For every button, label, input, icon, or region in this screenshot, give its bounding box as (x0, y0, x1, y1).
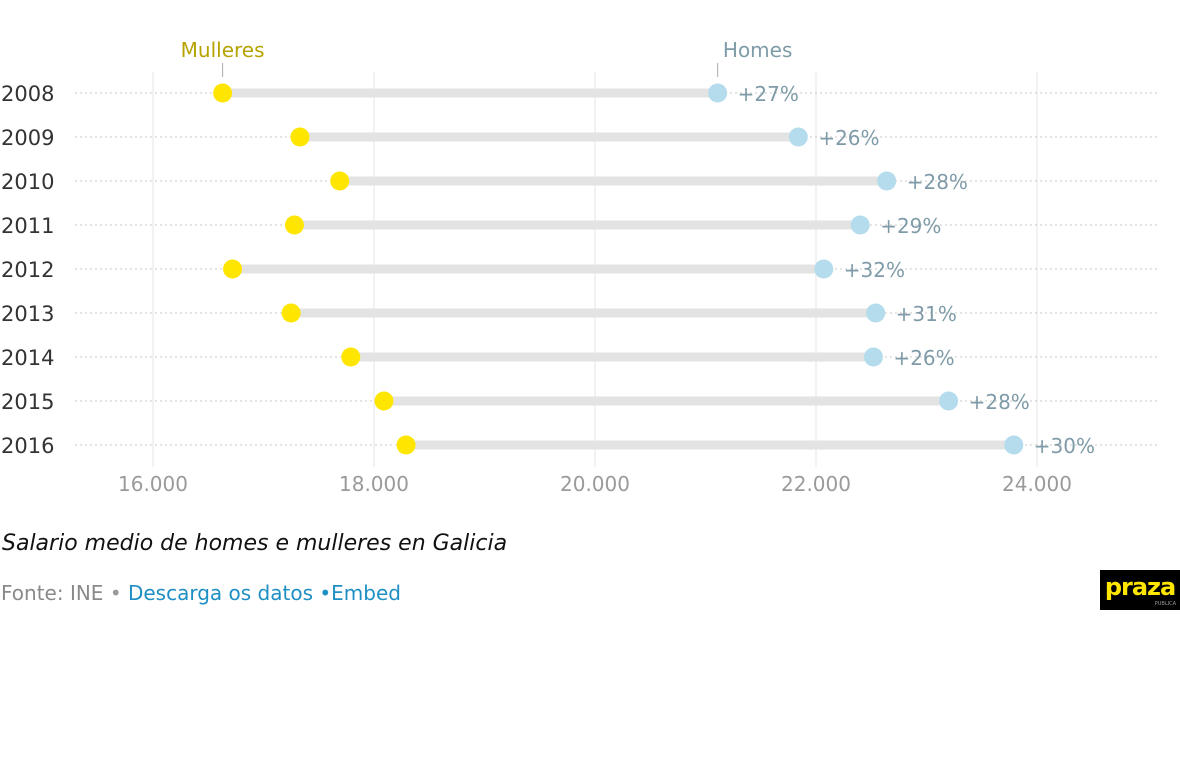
difference-label: +28% (907, 170, 968, 194)
difference-label: +26% (818, 126, 879, 150)
difference-label: +31% (896, 302, 957, 326)
mulleres-dot (284, 215, 304, 235)
year-label: 2016 (1, 434, 54, 458)
year-label: 2014 (1, 346, 54, 370)
homes-dot (863, 347, 883, 367)
mulleres-dot (281, 303, 301, 323)
x-tick-label: 20.000 (560, 472, 630, 496)
year-label: 2009 (1, 126, 54, 150)
homes-dot (939, 391, 959, 411)
homes-dot (708, 83, 728, 103)
chart-caption: Salario medio de homes e mulleres en Gal… (2, 531, 508, 556)
footer-bullet: • (109, 581, 122, 605)
mulleres-dot (330, 171, 350, 191)
x-tick-label: 18.000 (339, 472, 409, 496)
year-label: 2015 (1, 390, 54, 414)
source-text: Fonte: INE (1, 581, 104, 605)
year-label: 2012 (1, 258, 54, 282)
mulleres-dot (290, 127, 310, 147)
download-data-link[interactable]: Descarga os datos (127, 581, 313, 605)
logo-text: praza (1104, 573, 1176, 601)
embed-link[interactable]: •Embed (319, 581, 401, 605)
dumbbell-chart: 16.000 18.000 20.000 22.000 24.000 2008 +27% 20… (1, 38, 1160, 496)
mulleres-dot (223, 259, 243, 279)
chart-footer: Fonte: INE • Descarga os datos •Embed (1, 581, 401, 605)
difference-label: +28% (969, 390, 1030, 414)
praza-logo[interactable]: praza PUBLICA (1100, 570, 1180, 610)
homes-dot (814, 259, 834, 279)
legend-homes: Homes (723, 38, 792, 62)
homes-dot (866, 303, 886, 323)
homes-dot (850, 215, 870, 235)
difference-label: +30% (1034, 434, 1095, 458)
year-label: 2010 (1, 170, 54, 194)
difference-label: +26% (893, 346, 954, 370)
difference-label: +29% (880, 214, 941, 238)
homes-dot (877, 171, 897, 191)
difference-label: +27% (738, 82, 799, 106)
x-tick-label: 22.000 (781, 472, 851, 496)
mulleres-dot (341, 347, 361, 367)
logo-tagline: PUBLICA (1154, 601, 1176, 607)
x-tick-label: 16.000 (118, 472, 188, 496)
year-label: 2008 (1, 82, 54, 106)
year-label: 2011 (1, 214, 54, 238)
x-tick-label: 24.000 (1002, 472, 1072, 496)
homes-dot (788, 127, 808, 147)
mulleres-dot (396, 435, 416, 455)
mulleres-dot (374, 391, 394, 411)
difference-label: +32% (844, 258, 905, 282)
year-label: 2013 (1, 302, 54, 326)
legend-mulleres: Mulleres (181, 38, 265, 62)
homes-dot (1004, 435, 1024, 455)
mulleres-dot (213, 83, 233, 103)
